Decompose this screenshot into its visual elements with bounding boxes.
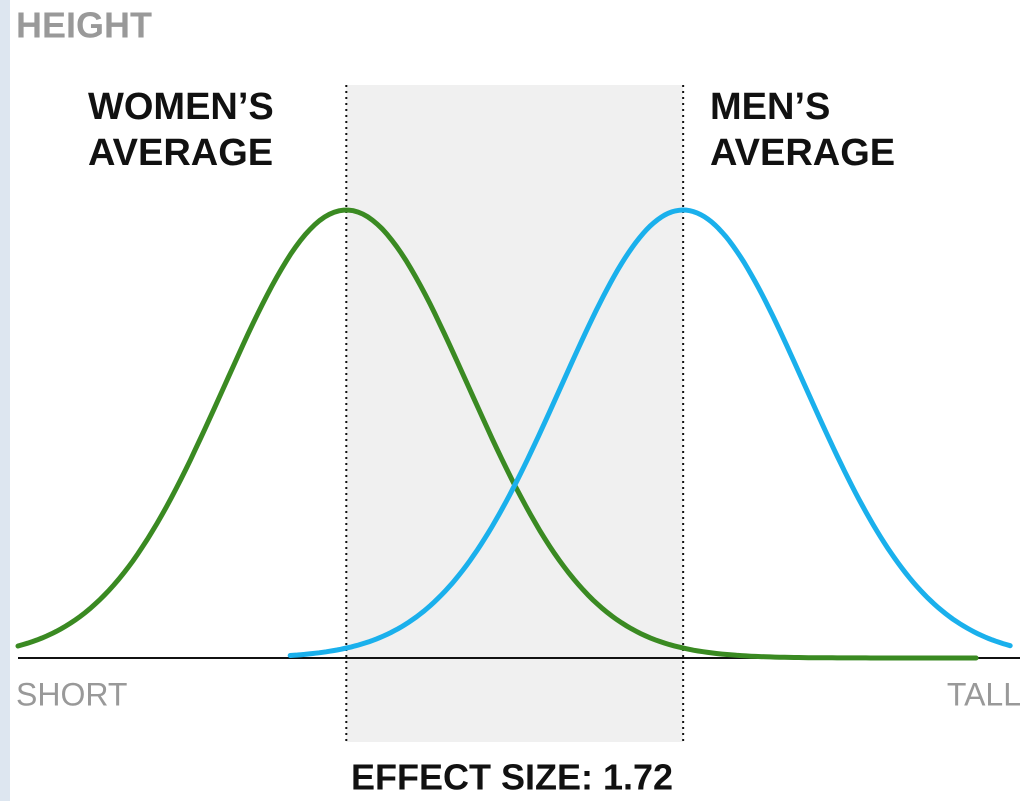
density-curve — [287, 207, 1013, 658]
side-strip — [0, 0, 10, 801]
series-label: WOMEN’S AVERAGE — [88, 86, 274, 174]
effect-band — [346, 85, 684, 742]
density-curve — [15, 207, 979, 661]
series-label: MEN’S AVERAGE — [710, 86, 896, 174]
x-label-right: TALL — [947, 676, 1021, 712]
annotation: EFFECT SIZE: 1.72 — [351, 757, 673, 798]
x-label-left: SHORT — [16, 676, 127, 712]
chart-title: HEIGHT — [16, 5, 152, 46]
